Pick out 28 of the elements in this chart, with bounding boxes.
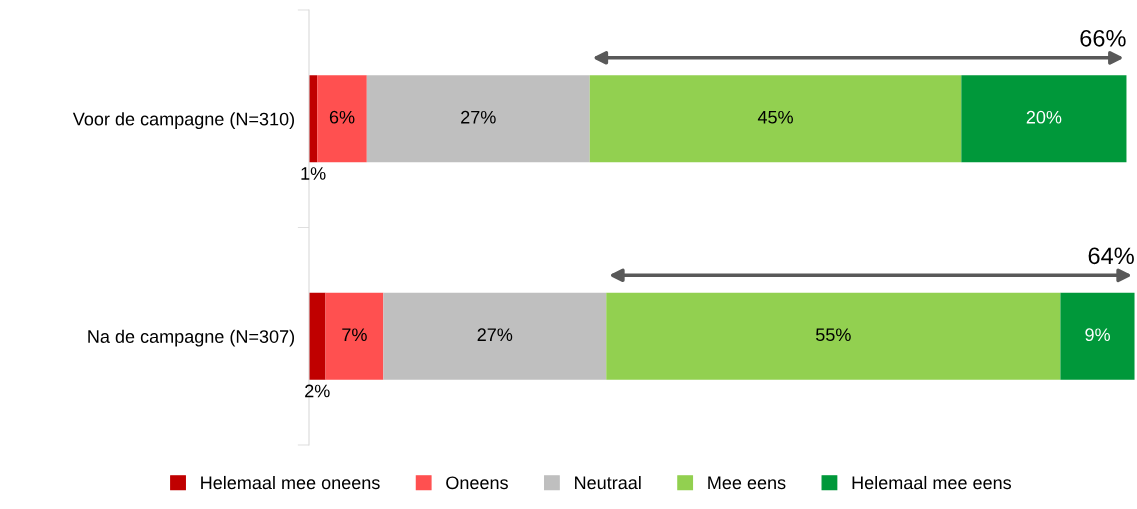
bar (317, 75, 367, 163)
bar (606, 292, 1061, 380)
legend-label: Helemaal mee eens (852, 475, 1012, 490)
bar (1060, 292, 1135, 380)
bar (366, 75, 590, 163)
data-label: 27% (461, 110, 496, 124)
bar (325, 292, 384, 380)
bar (589, 75, 962, 163)
annotation: 66% (1080, 29, 1126, 47)
data-label: 20% (1026, 110, 1062, 124)
data-label: 45% (757, 110, 793, 124)
data-label: 1% (301, 167, 326, 180)
legend-label: Mee eens (708, 476, 786, 490)
data-label: 2% (305, 384, 330, 398)
data-label: 7% (342, 328, 367, 342)
data-label: 55% (815, 328, 851, 342)
legend-label: Oneens (446, 476, 508, 490)
legend-label: Neutraal (575, 475, 641, 490)
bar (309, 292, 326, 380)
bar (961, 75, 1127, 163)
annotation: 64% (1088, 247, 1134, 265)
bar (383, 292, 607, 380)
data-label: 6% (329, 110, 355, 124)
data-label: 27% (477, 328, 513, 342)
data-label: 9% (1085, 328, 1110, 342)
legend-label: Helemaal mee oneens (201, 475, 380, 490)
y-tick-label: Na de campagne (N=307) (88, 329, 294, 347)
y-tick-label: Voor de campagne (N=310) (72, 112, 295, 130)
